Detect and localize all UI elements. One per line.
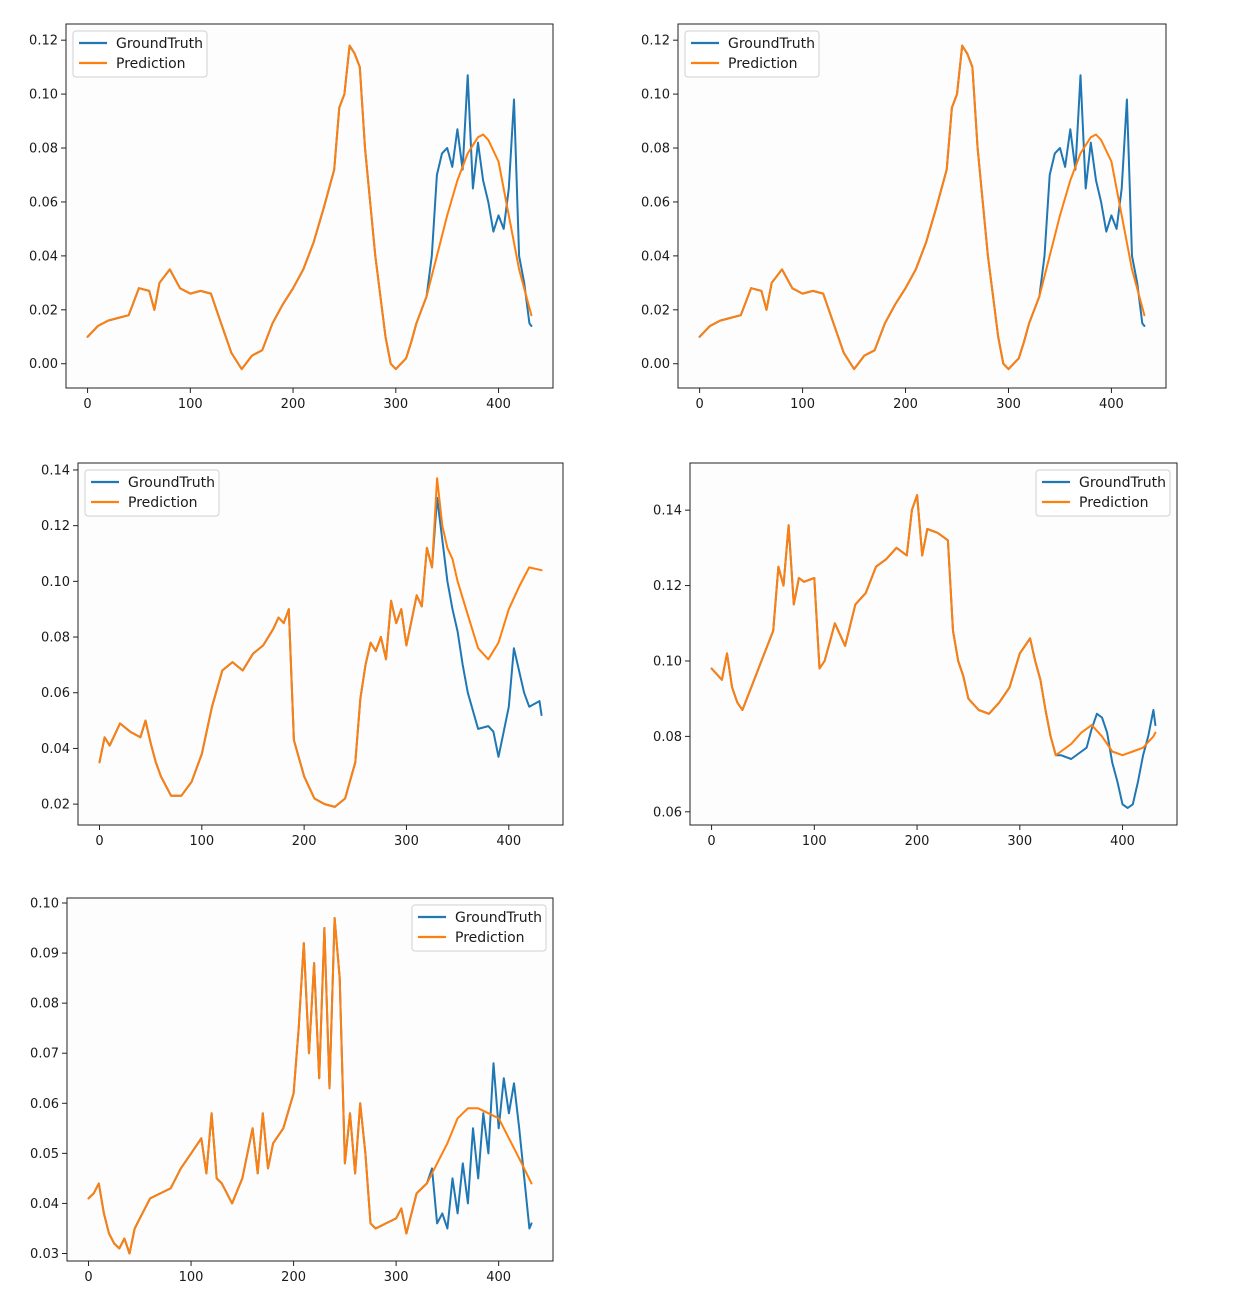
x-tick-label: 200	[281, 397, 306, 412]
y-tick-label: 0.02	[41, 798, 70, 813]
x-tick-label: 0	[84, 1270, 92, 1285]
y-tick-label: 0.08	[30, 997, 59, 1012]
series-line-prediction	[87, 917, 533, 1255]
x-tick-label: 0	[83, 397, 91, 412]
x-tick-label: 400	[1099, 397, 1124, 412]
legend-label-prediction: Prediction	[116, 56, 186, 72]
plot-area	[66, 897, 554, 1262]
y-tick-label: 0.10	[41, 575, 70, 590]
y-tick-label: 0.02	[29, 303, 58, 318]
y-tick-label: 0.14	[41, 463, 70, 478]
y-tick-label: 0.14	[653, 504, 682, 519]
x-tick-label: 400	[1110, 834, 1135, 849]
y-tick-label: 0.04	[29, 249, 58, 264]
y-tick-label: 0.08	[641, 142, 670, 157]
plot-area	[689, 462, 1178, 826]
subplot-4: 0 100 200 300 400 0.06 0.08 0.10 0.12 0.14 GroundT…	[653, 462, 1178, 849]
legend-label-groundtruth: GroundTruth	[455, 910, 542, 926]
subplot-3: 0 100 200 300 400 0.02 0.04 0.06 0.08 0.10 0.12 0.1…	[41, 462, 564, 849]
x-tick-label: 200	[905, 834, 930, 849]
plot-area	[65, 23, 554, 389]
x-tick-label: 100	[179, 1270, 204, 1285]
y-tick-label: 0.00	[641, 357, 670, 372]
legend-label-groundtruth: GroundTruth	[1079, 475, 1166, 491]
legend-label-groundtruth: GroundTruth	[116, 36, 203, 52]
x-tick-label: 300	[383, 397, 408, 412]
legend-label-prediction: Prediction	[455, 930, 525, 946]
series-line-prediction	[698, 44, 1146, 371]
legend: GroundTruth Prediction	[411, 904, 547, 952]
y-tick-label: 0.06	[653, 805, 682, 820]
x-tick-label: 200	[292, 834, 317, 849]
plot-area	[77, 462, 564, 826]
y-tick-label: 0.06	[41, 686, 70, 701]
y-tick-label: 0.12	[41, 519, 70, 534]
x-tick-label: 300	[384, 1270, 409, 1285]
legend: GroundTruth Prediction	[684, 30, 820, 78]
series-line-prediction	[86, 44, 533, 371]
x-tick-label: 200	[893, 397, 918, 412]
x-tick-label: 0	[695, 397, 703, 412]
x-tick-label: 0	[95, 834, 103, 849]
y-tick-label: 0.04	[30, 1197, 59, 1212]
legend-label-groundtruth: GroundTruth	[728, 36, 815, 52]
y-tick-label: 0.06	[641, 195, 670, 210]
x-tick-label: 100	[790, 397, 815, 412]
y-tick-label: 0.08	[41, 631, 70, 646]
x-tick-label: 0	[707, 834, 715, 849]
x-tick-label: 300	[996, 397, 1021, 412]
y-tick-label: 0.12	[653, 579, 682, 594]
x-tick-label: 100	[189, 834, 214, 849]
x-tick-label: 300	[1007, 834, 1032, 849]
y-tick-label: 0.03	[30, 1247, 59, 1262]
legend-label-groundtruth: GroundTruth	[128, 475, 215, 491]
series-line-prediction	[710, 494, 1157, 757]
subplot-1: 0 100 200 300 400 0.00 0.02 0.04 0.06 0.08 0.10 0.1…	[29, 23, 554, 412]
y-tick-label: 0.02	[641, 303, 670, 318]
x-tick-label: 300	[394, 834, 419, 849]
y-tick-label: 0.12	[29, 34, 58, 49]
legend: GroundTruth Prediction	[1035, 469, 1171, 517]
y-tick-label: 0.04	[41, 742, 70, 757]
series-line-prediction	[98, 477, 543, 808]
legend: GroundTruth Prediction	[84, 469, 220, 517]
y-tick-label: 0.04	[641, 249, 670, 264]
y-tick-label: 0.08	[29, 142, 58, 157]
x-tick-label: 100	[802, 834, 827, 849]
y-tick-label: 0.00	[29, 357, 58, 372]
legend-label-prediction: Prediction	[1079, 495, 1149, 511]
subplot-5: 0 100 200 300 400 0.03 0.04 0.05 0.06 0.07 0.08 0.0…	[30, 897, 554, 1285]
legend: GroundTruth Prediction	[72, 30, 208, 78]
legend-label-prediction: Prediction	[128, 495, 198, 511]
x-tick-label: 400	[486, 1270, 511, 1285]
y-tick-label: 0.06	[29, 195, 58, 210]
x-tick-label: 200	[281, 1270, 306, 1285]
x-tick-label: 100	[178, 397, 203, 412]
x-tick-label: 400	[486, 397, 511, 412]
legend-label-prediction: Prediction	[728, 56, 798, 72]
y-tick-label: 0.06	[30, 1097, 59, 1112]
x-tick-label: 400	[496, 834, 521, 849]
y-tick-label: 0.07	[30, 1047, 59, 1062]
y-tick-label: 0.09	[30, 947, 59, 962]
y-tick-label: 0.10	[29, 88, 58, 103]
y-tick-label: 0.10	[30, 897, 59, 912]
y-tick-label: 0.10	[653, 654, 682, 669]
subplot-2: 0 100 200 300 400 0.00 0.02 0.04 0.06 0.08 0.10 0.1…	[641, 23, 1167, 412]
y-tick-label: 0.12	[641, 34, 670, 49]
y-tick-label: 0.10	[641, 88, 670, 103]
y-tick-label: 0.05	[30, 1147, 59, 1162]
y-tick-label: 0.08	[653, 730, 682, 745]
plot-area	[677, 23, 1167, 389]
